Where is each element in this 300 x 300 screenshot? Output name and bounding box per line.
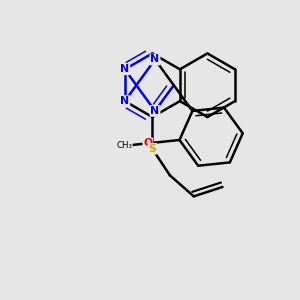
Text: S: S — [148, 144, 156, 154]
Text: N: N — [151, 55, 160, 64]
Text: N: N — [120, 64, 129, 74]
Text: N: N — [120, 96, 129, 106]
Text: O: O — [143, 138, 152, 148]
Text: N: N — [151, 106, 160, 116]
Text: CH₃: CH₃ — [116, 141, 132, 150]
